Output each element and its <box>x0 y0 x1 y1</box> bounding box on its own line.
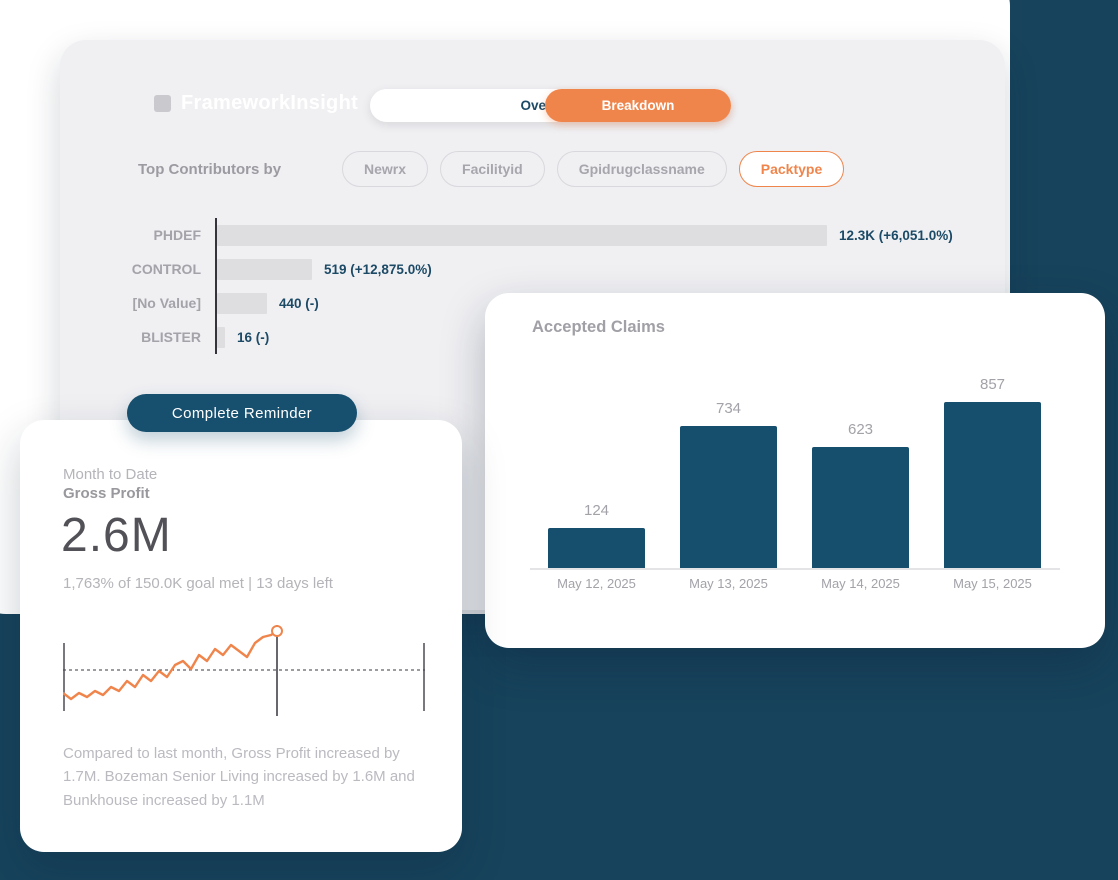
claims-date-label: May 13, 2025 <box>689 576 768 591</box>
claims-value-label: 623 <box>847 421 874 438</box>
claims-value-label: 124 <box>583 502 610 519</box>
contributor-category: CONTROL <box>131 261 201 277</box>
claims-value-label: 857 <box>979 376 1006 393</box>
app-title: FrameworkInsight <box>181 92 359 114</box>
contributor-bar-area: 12.3K (+6,051.0%) <box>215 218 980 252</box>
accepted-claims-title: Accepted Claims <box>532 318 665 336</box>
filter-label: Top Contributors by <box>138 160 282 178</box>
accepted-claims-card: Accepted Claims 124 734 623 857 May 12, 202… <box>485 293 1105 648</box>
contributor-row: [No Value] 440 (-) <box>120 286 980 320</box>
contributor-row: BLISTER 16 (-) <box>120 320 980 354</box>
contributors-chart: PHDEF 12.3K (+6,051.0%) CONTROL 519 (+12,87… <box>120 218 980 354</box>
filter-chips: Newrx Facilityid Gpidrugclassname Packtype <box>342 151 845 187</box>
claims-bar <box>812 447 909 568</box>
claims-date-label: May 14, 2025 <box>821 576 900 591</box>
claims-bar <box>944 402 1041 568</box>
contributor-bar-area: 16 (-) <box>215 320 980 354</box>
claims-date-label: May 15, 2025 <box>953 576 1032 591</box>
claims-bar <box>680 426 777 568</box>
filter-row: Top Contributors by Newrx Facilityid Gpidr… <box>138 151 845 187</box>
gross-profit-card: Month to Date Gross Profit 2.6M 1,763% o… <box>20 420 462 852</box>
claims-bar <box>548 528 645 568</box>
contributor-category: [No Value] <box>132 295 201 311</box>
filter-chip-facilityid[interactable]: Facilityid <box>440 151 545 187</box>
accepted-claims-chart: 124 734 623 857 May 12, 2025 May 13, 2025 May… <box>530 363 1060 591</box>
contributor-category: BLISTER <box>141 329 201 345</box>
contributor-bar <box>217 258 312 280</box>
claims-bar-group: 857 <box>944 376 1041 568</box>
contributor-value: 16 (-) <box>237 329 270 345</box>
gross-profit-sparkline <box>63 625 425 716</box>
gp-period-label: Month to Date <box>63 466 158 483</box>
contributor-value: 12.3K (+6,051.0%) <box>839 227 953 243</box>
contributor-bar <box>217 292 267 314</box>
contributor-value: 440 (-) <box>279 295 319 311</box>
claims-date-label: May 12, 2025 <box>557 576 636 591</box>
app-logo-icon <box>154 95 171 112</box>
claims-baseline <box>530 568 1060 570</box>
filter-chip-packtype[interactable]: Packtype <box>738 151 845 187</box>
claims-columns: 124 734 623 857 <box>548 376 1041 568</box>
complete-reminder-button[interactable]: Complete Reminder <box>127 394 357 432</box>
contributor-bar <box>217 326 225 348</box>
contributor-bar-area: 519 (+12,875.0%) <box>215 252 980 286</box>
sparkline-trend-line <box>63 629 279 701</box>
gp-value: 2.6M <box>61 509 172 562</box>
contributor-category: PHDEF <box>153 227 201 243</box>
claims-bar-group: 124 <box>548 502 645 568</box>
contributor-row: CONTROL 519 (+12,875.0%) <box>120 252 980 286</box>
claims-bar-group: 623 <box>812 421 909 568</box>
view-tabs: Overview Breakdown <box>370 89 731 122</box>
contributor-bar <box>217 224 827 246</box>
claims-dates: May 12, 2025 May 13, 2025 May 14, 2025 May … <box>548 576 1041 591</box>
filter-chip-newrx[interactable]: Newrx <box>342 151 429 187</box>
contributor-value: 519 (+12,875.0%) <box>324 261 432 277</box>
claims-bar-group: 734 <box>680 400 777 568</box>
filter-chip-gpidrugclassname[interactable]: Gpidrugclassname <box>556 151 727 187</box>
contributor-bar-area: 440 (-) <box>215 286 980 320</box>
claims-value-label: 734 <box>715 400 742 417</box>
gp-comparison-text: Compared to last month, Gross Profit inc… <box>63 745 415 809</box>
tab-breakdown[interactable]: Breakdown <box>545 89 731 122</box>
contributors-rows: PHDEF 12.3K (+6,051.0%) CONTROL 519 (+12,87… <box>120 218 980 354</box>
gp-metric-label: Gross Profit <box>63 485 150 502</box>
contributor-row: PHDEF 12.3K (+6,051.0%) <box>120 218 980 252</box>
app-header: FrameworkInsight <box>154 92 358 115</box>
sparkline-marker <box>271 625 283 637</box>
gp-goal-text: 1,763% of 150.0K goal met | 13 days left <box>63 575 333 592</box>
